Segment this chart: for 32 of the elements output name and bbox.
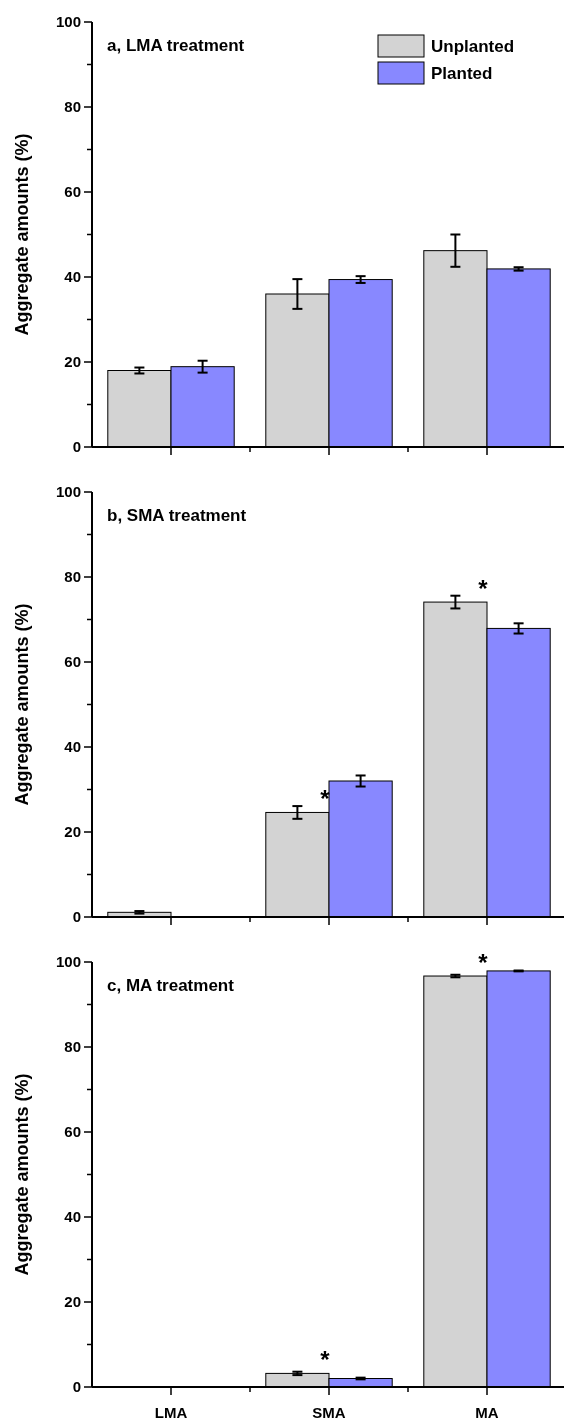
- y-tick-label: 60: [64, 183, 81, 201]
- y-tick-label: 100: [55, 953, 81, 971]
- y-tick-label: 100: [55, 13, 81, 31]
- y-axis-title: Aggregate amounts (%): [12, 603, 32, 806]
- annotation: *: [478, 575, 489, 603]
- x-tick-label: MA: [475, 1404, 499, 1421]
- text: b, SMA treatment: [107, 506, 247, 525]
- legend-label: Planted: [431, 63, 493, 83]
- y-tick-label: 40: [64, 738, 81, 756]
- y-tick-label: 80: [64, 98, 81, 116]
- y-tick-label: 40: [64, 1208, 81, 1226]
- y-axis-title: Aggregate amounts (%): [12, 1073, 32, 1276]
- y-tick-label: 0: [72, 438, 81, 456]
- annotation: *: [320, 1346, 331, 1374]
- y-tick-label: 80: [64, 1038, 81, 1056]
- y-tick-label: 0: [72, 908, 81, 926]
- y-tick-label: 60: [64, 1123, 81, 1141]
- y-tick-label: 0: [72, 1378, 81, 1396]
- y-tick-label: 20: [64, 1293, 81, 1311]
- annotation: *: [478, 949, 489, 977]
- y-axis-title: Aggregate amounts (%): [12, 133, 32, 336]
- x-tick-label: SMA: [312, 1404, 346, 1421]
- y-tick-label: 100: [55, 483, 81, 501]
- y-tick-label: 80: [64, 568, 81, 586]
- legend-label: Unplanted: [431, 36, 515, 56]
- x-tick-label: LMA: [154, 1404, 188, 1421]
- y-tick-label: 60: [64, 653, 81, 671]
- y-tick-label: 20: [64, 823, 81, 841]
- y-tick-label: 20: [64, 353, 81, 371]
- text: c, MA treatment: [107, 976, 235, 995]
- y-tick-label: 40: [64, 268, 81, 286]
- text: a, LMA treatment: [107, 36, 245, 55]
